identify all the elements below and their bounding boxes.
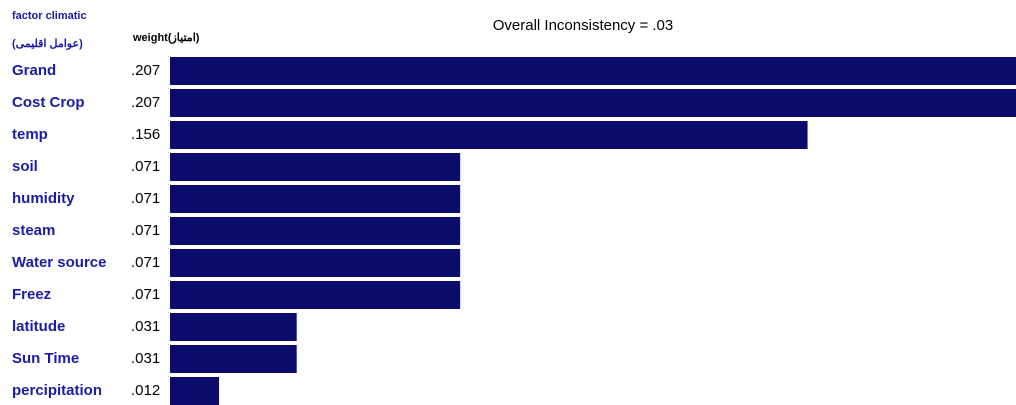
- value-label: .071: [131, 158, 160, 175]
- bar: [170, 281, 461, 309]
- bar: [170, 345, 297, 373]
- chart-title: Overall Inconsistency = .03: [493, 17, 674, 34]
- category-label: Sun Time: [12, 350, 79, 367]
- category-label: Water source: [12, 254, 106, 271]
- value-label: .071: [131, 254, 160, 271]
- category-label: Cost Crop: [12, 94, 85, 111]
- value-label: .012: [131, 382, 160, 399]
- value-label: .071: [131, 190, 160, 207]
- category-label: temp: [12, 126, 48, 143]
- value-label: .207: [131, 62, 160, 79]
- value-header: weight(امتیاز): [132, 32, 200, 44]
- category-header-sub: (عوامل اقلیمی): [12, 38, 83, 50]
- category-label: humidity: [12, 190, 75, 207]
- value-label: .031: [131, 318, 160, 335]
- value-label: .156: [131, 126, 160, 143]
- category-label: Freez: [12, 286, 51, 303]
- value-label: .207: [131, 94, 160, 111]
- value-label: .071: [131, 222, 160, 239]
- category-label: steam: [12, 222, 55, 239]
- value-label: .031: [131, 350, 160, 367]
- category-label: latitude: [12, 318, 65, 335]
- bar: [170, 153, 461, 181]
- category-label: percipitation: [12, 382, 102, 399]
- bar: [170, 185, 461, 213]
- category-label: Grand: [12, 62, 56, 79]
- bar: [170, 313, 297, 341]
- bar: [170, 217, 461, 245]
- category-header: factor climatic: [12, 10, 87, 22]
- category-label: soil: [12, 158, 38, 175]
- bar: [170, 89, 1016, 117]
- bar: [170, 249, 461, 277]
- bar: [170, 377, 220, 405]
- bar: [170, 121, 808, 149]
- value-label: .071: [131, 286, 160, 303]
- bar: [170, 57, 1016, 85]
